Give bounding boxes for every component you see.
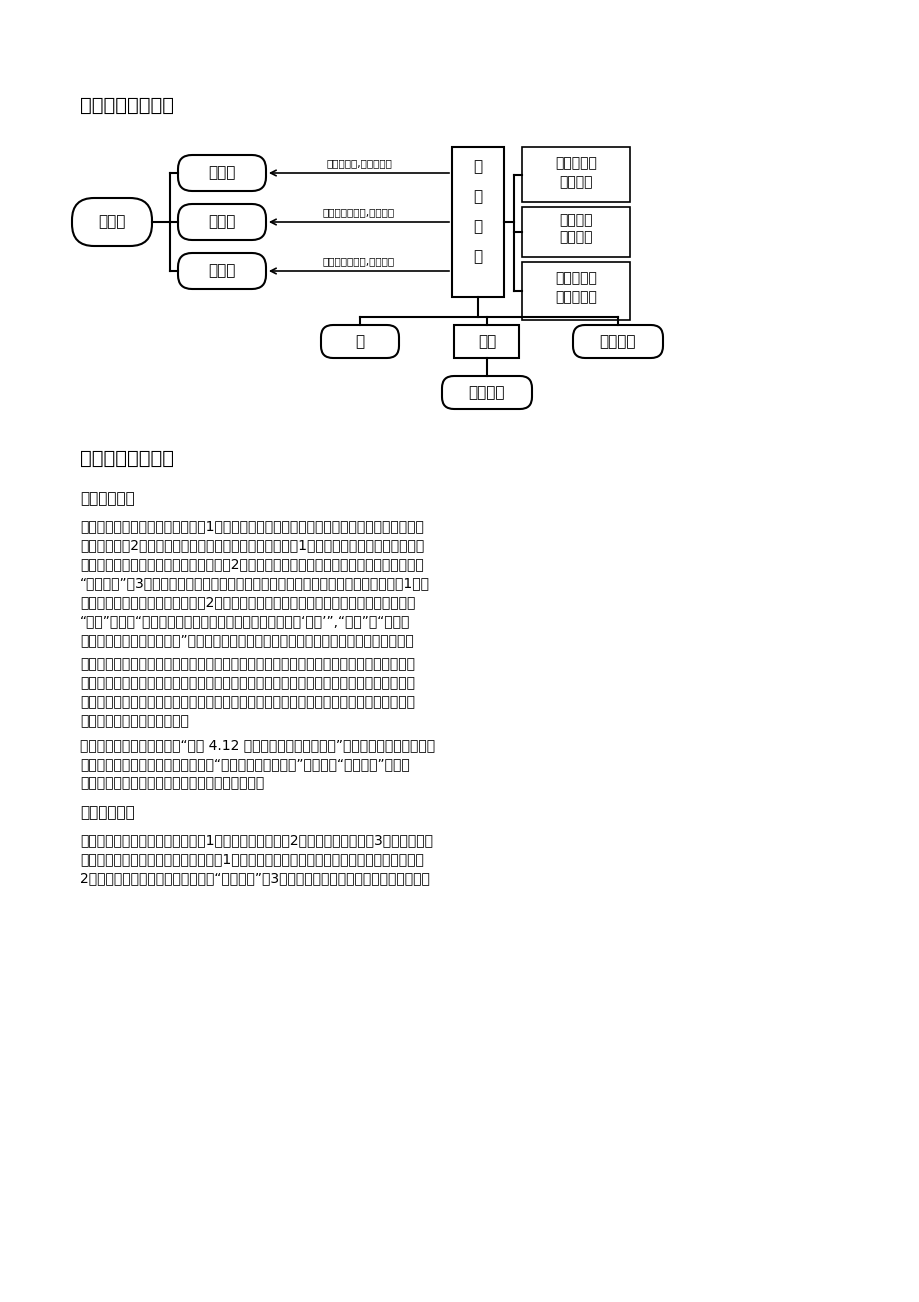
Bar bbox=[451, 147, 504, 297]
Text: 气: 气 bbox=[355, 335, 364, 349]
Text: 子: 子 bbox=[473, 190, 482, 204]
Text: 粒子间隙小,在固定位置: 粒子间隙小,在固定位置 bbox=[325, 158, 391, 168]
Text: “科学”不同于“知其然而无需知其所以然，无需探究缘由的‘常识’”,“科学”是“具有说: “科学”不同于“知其然而无需知其所以然，无需探究缘由的‘常识’”,“科学”是“具… bbox=[80, 615, 410, 628]
Bar bbox=[521, 207, 630, 256]
Text: 会世界是物质的，物质是运动的；2、感受用模型说明物质特性的意义，让学生从中感受到: 会世界是物质的，物质是运动的；2、感受用模型说明物质特性的意义，让学生从中感受到 bbox=[80, 595, 414, 609]
FancyBboxPatch shape bbox=[441, 376, 531, 409]
Text: 粒子在不停: 粒子在不停 bbox=[554, 271, 596, 285]
FancyBboxPatch shape bbox=[177, 155, 266, 191]
Text: 粒子间距离很远,自由运动: 粒子间距离很远,自由运动 bbox=[323, 256, 394, 266]
Text: 《难点解析》: 《难点解析》 bbox=[80, 805, 134, 820]
Text: 物质由微小: 物质由微小 bbox=[554, 156, 596, 171]
FancyBboxPatch shape bbox=[573, 326, 663, 358]
Text: 本章的学问与技能的难点是：1、物质的粒子模型；2、气体压强的产生；3、物体的浮沉: 本章的学问与技能的难点是：1、物质的粒子模型；2、气体压强的产生；3、物体的浮沉 bbox=[80, 833, 433, 848]
Text: 教学过程中，学生应当在充分进行试验、视察现象的基础上，描述或归纳出物质的相应: 教学过程中，学生应当在充分进行试验、视察现象的基础上，描述或归纳出物质的相应 bbox=[80, 658, 414, 671]
Text: 粒子间距离较远,自由运动: 粒子间距离较远,自由运动 bbox=[323, 207, 394, 217]
Text: 粒: 粒 bbox=[473, 160, 482, 174]
Text: 粒子之间: 粒子之间 bbox=[559, 214, 592, 227]
Text: 明性，必需对现象进行说明”，即对于学生从相识常识向学习科学的过渡具有重要的意义。: 明性，必需对现象进行说明”，即对于学生从相识常识向学习科学的过渡具有重要的意义。 bbox=[80, 633, 414, 647]
Bar bbox=[454, 326, 519, 358]
Text: 本章的学问与技能的重点是：1、物质的宏观特性，包括物质三态特性、物质密度、气压: 本章的学问与技能的重点是：1、物质的宏观特性，包括物质三态特性、物质密度、气压 bbox=[80, 519, 424, 533]
Text: 这里还需特殊说明的是“活动 4.12 物体的温度与粒子的运动”。因为视察到温度对粒子: 这里还需特殊说明的是“活动 4.12 物体的温度与粒子的运动”。因为视察到温度对… bbox=[80, 738, 435, 753]
Text: 思维保障，所以这是本章要特殊重视的一个活动。: 思维保障，所以这是本章要特殊重视的一个活动。 bbox=[80, 776, 264, 790]
Text: 会世界是物质的、物质是运动的；通过应用模型说明物质的特性中一些抽象的内容，感受到: 会世界是物质的、物质是运动的；通过应用模型说明物质的特性中一些抽象的内容，感受到 bbox=[80, 695, 414, 710]
Text: 括出一般概念、一般原理和规律的方法；2、黑筱方法；即从宏观现象推断物质的微观结构的: 括出一般概念、一般原理和规律的方法；2、黑筱方法；即从宏观现象推断物质的微观结构… bbox=[80, 557, 424, 572]
Text: 和热胀冷缩；2、物质的粒子模型。过程与方法的重点是：1、归纳方法；即从个别事实中概: 和热胀冷缩；2、物质的粒子模型。过程与方法的重点是：1、归纳方法；即从个别事实中… bbox=[80, 538, 424, 552]
Bar bbox=[521, 262, 630, 320]
Text: 物质的浮: 物质的浮 bbox=[469, 385, 505, 400]
Text: 密度: 密度 bbox=[477, 335, 495, 349]
FancyBboxPatch shape bbox=[177, 204, 266, 240]
FancyBboxPatch shape bbox=[177, 253, 266, 289]
Text: “黑筱方法”。3、模型的方法，包括建立模型与应用模型。情感看法与价值观的重点：1、体: “黑筱方法”。3、模型的方法，包括建立模型与应用模型。情感看法与价值观的重点：1… bbox=[80, 575, 429, 590]
Text: 宏观特性；同时运用黑筱方法推断出物质的微观结构，进行概括、提炼，建立粒子模型，体: 宏观特性；同时运用黑筱方法推断出物质的微观结构，进行概括、提炼，建立粒子模型，体 bbox=[80, 676, 414, 690]
Text: 与密度的关系。过程与方法的难点是：1、通过视察、归纳出事物各自主要特征的归纳方法；: 与密度的关系。过程与方法的难点是：1、通过视察、归纳出事物各自主要特征的归纳方法… bbox=[80, 852, 424, 866]
Text: 液　态: 液 态 bbox=[208, 215, 235, 229]
Text: 五、重点难点解析: 五、重点难点解析 bbox=[80, 449, 174, 467]
Text: 2、从宏观现象推断物质微观结构的“黑筱方法”。3、建立粒子模型并应用粒子模型说明有关: 2、从宏观现象推断物质微观结构的“黑筱方法”。3、建立粒子模型并应用粒子模型说明… bbox=[80, 871, 429, 885]
Text: 四、单元学问框架: 四、单元学问框架 bbox=[80, 95, 174, 115]
Text: 气　态: 气 态 bbox=[208, 263, 235, 279]
Text: 《重点解析》: 《重点解析》 bbox=[80, 491, 134, 506]
FancyBboxPatch shape bbox=[321, 326, 399, 358]
Text: 存在间隙: 存在间隙 bbox=[559, 230, 592, 243]
FancyBboxPatch shape bbox=[72, 198, 152, 246]
Text: 模: 模 bbox=[473, 220, 482, 234]
Text: 运动速度具有影响的现象是学生理解“空气受热后密度减小”以及物体“热胀冷缩”现象的: 运动速度具有影响的现象是学生理解“空气受热后密度减小”以及物体“热胀冷缩”现象的 bbox=[80, 756, 409, 771]
Text: 物　态: 物 态 bbox=[98, 215, 126, 229]
Text: 粒子组成: 粒子组成 bbox=[559, 174, 592, 189]
Text: 用模型说明物质特性的意义。: 用模型说明物质特性的意义。 bbox=[80, 713, 188, 728]
Bar bbox=[521, 147, 630, 202]
Text: 型: 型 bbox=[473, 250, 482, 264]
Text: 地作无规则: 地作无规则 bbox=[554, 290, 596, 303]
Text: 热胀冷缩: 热胀冷缩 bbox=[599, 335, 636, 349]
Text: 固　态: 固 态 bbox=[208, 165, 235, 181]
